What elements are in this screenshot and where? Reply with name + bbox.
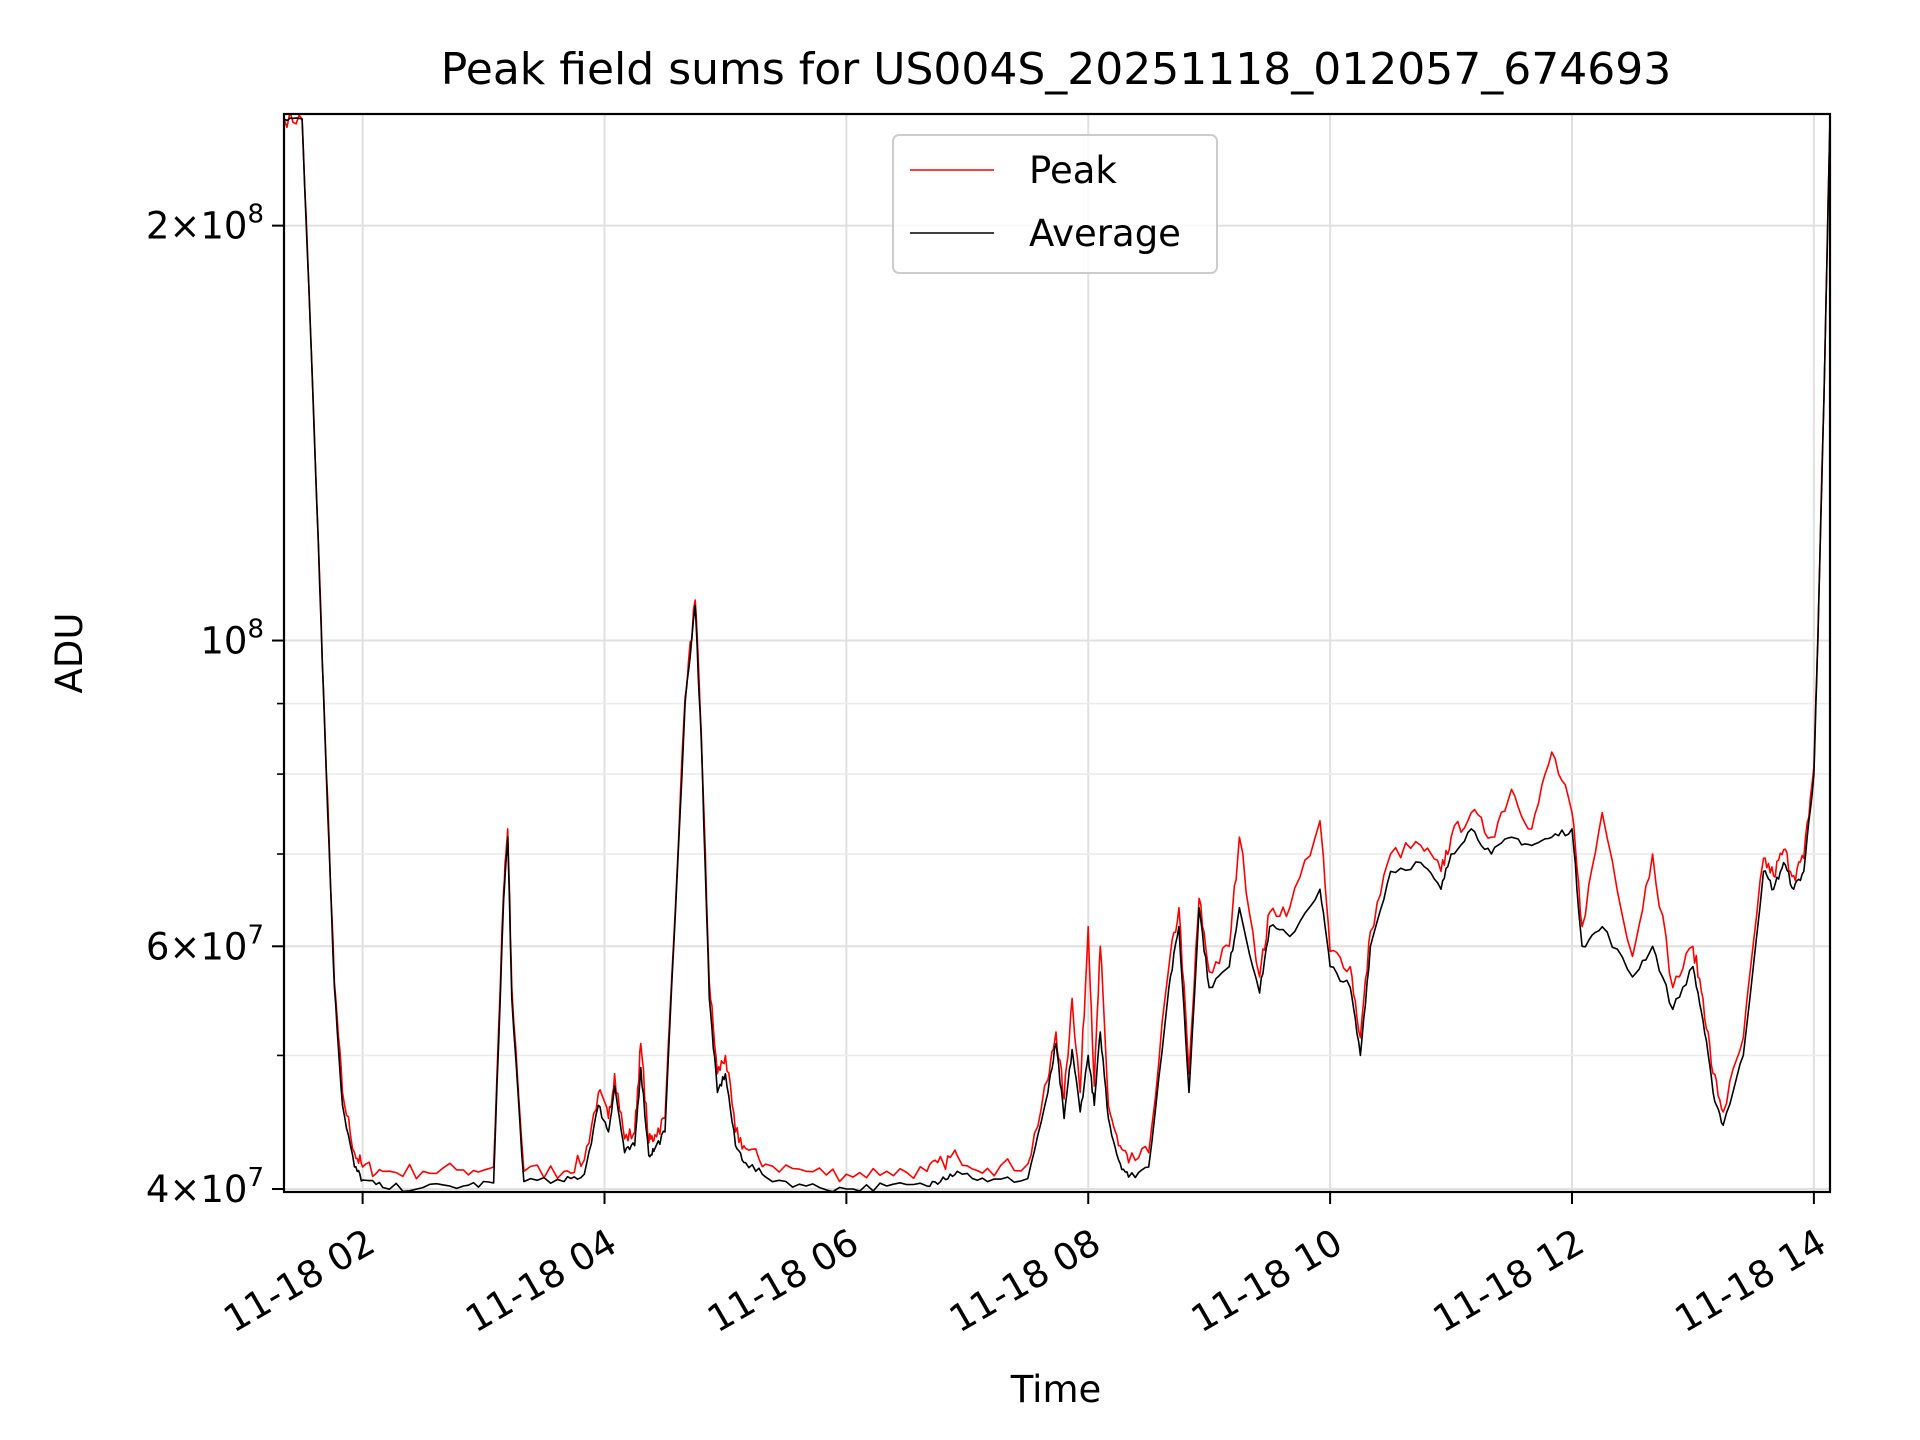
y-tick-label: 4×107	[146, 1163, 264, 1211]
x-axis-label: Time	[1010, 1368, 1102, 1411]
y-axis-label: ADU	[48, 613, 91, 694]
series-line-average	[284, 117, 1830, 1192]
legend-average-label: Average	[1029, 212, 1181, 255]
series-line-peak	[284, 114, 1830, 1183]
plot-frame	[282, 112, 1832, 1194]
legend: Peak Average	[892, 134, 1218, 274]
plot-series	[284, 114, 1830, 1192]
y-tick-label: 2×108	[146, 200, 264, 248]
y-tick-label: 6×107	[146, 920, 264, 968]
legend-peak-label: Peak	[1029, 149, 1117, 192]
chart-title: Peak field sums for US004S_20251118_0120…	[441, 44, 1671, 95]
